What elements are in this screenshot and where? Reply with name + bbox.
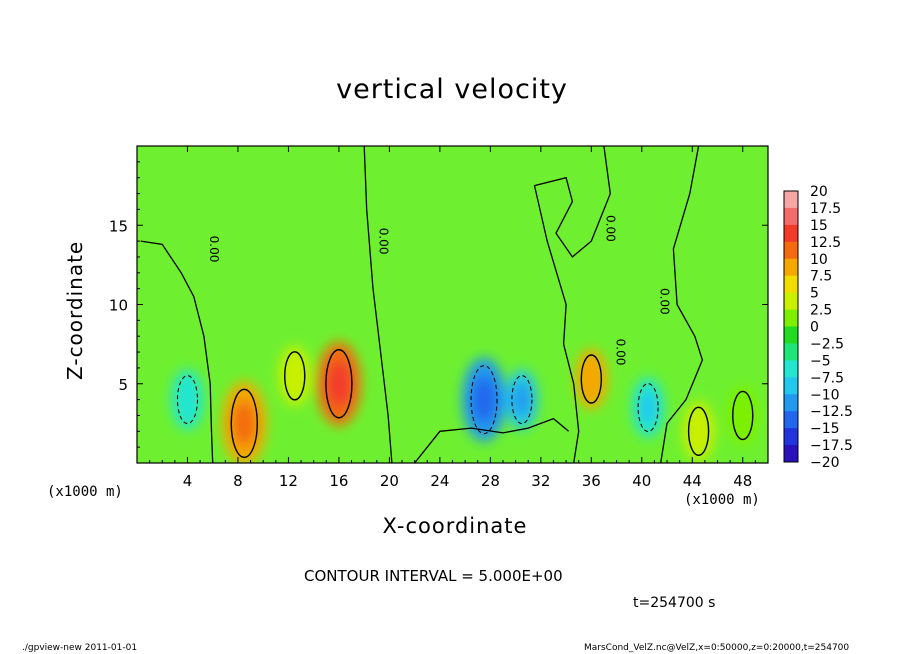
x-unit-label-right: (x1000 m): [684, 492, 760, 508]
colorbar-frame: [783, 190, 799, 463]
field-feature-core: [582, 362, 601, 396]
colorbar-swatch: [784, 292, 798, 311]
contour-value-label: 0.00: [603, 215, 617, 242]
colorbar-label: −12.5: [810, 404, 853, 420]
contour-line: [140, 240, 214, 463]
positive-contour: [687, 406, 710, 456]
colorbar-swatch: [784, 360, 798, 378]
negative-contour: [176, 375, 198, 425]
contour-line: [414, 417, 570, 463]
x-axis-label: X-coordinate: [382, 514, 528, 538]
contour-value-label: 0.00: [658, 288, 672, 315]
field-feature-core: [639, 391, 657, 425]
y-tick-label: 15: [109, 217, 128, 235]
colorbar-label: 2.5: [810, 303, 832, 319]
y-tick-label: 10: [109, 297, 128, 315]
plot-area: 0.00 0.00 0.00 0.00 0.00: [136, 145, 769, 464]
colorbar-label: −2.5: [810, 336, 844, 352]
field-feature-core: [689, 414, 708, 448]
colorbar-label: −20: [810, 455, 840, 471]
colorbar-label: −15: [810, 421, 840, 437]
colorbar-label: −17.5: [810, 438, 853, 454]
footer-program-info: ./gpview-new 2011-01-01: [22, 643, 138, 653]
contour-value-label: 0.00: [614, 339, 628, 366]
colorbar-label: 15: [810, 218, 828, 234]
colorbar-label: 10: [810, 252, 828, 268]
contour-value-label: 0.00: [376, 228, 390, 255]
x-tick-label: 48: [733, 472, 752, 490]
colorbar-swatch: [784, 241, 798, 260]
colorbar-label: −7.5: [810, 370, 844, 386]
colorbar-swatch: [784, 224, 798, 243]
x-axis-ticks: 4 8 12 16 20 24 28 32 36 40 44 48: [149, 146, 756, 490]
colorbar-label: 7.5: [810, 269, 832, 285]
x-unit-label-left: (x1000 m): [47, 484, 123, 500]
x-tick-label: 36: [582, 472, 601, 490]
x-tick-label: 16: [329, 472, 348, 490]
positive-contour: [284, 351, 306, 401]
contour-line: [533, 146, 611, 463]
field-feature-core: [326, 360, 352, 407]
contour-value-label: 0.00: [207, 236, 221, 263]
colorbar-label: −10: [810, 387, 840, 403]
field-feature-core: [513, 383, 531, 417]
negative-contour: [511, 375, 533, 425]
negative-contour: [470, 365, 498, 435]
x-tick-label: 28: [481, 472, 500, 490]
colorbar-swatch: [784, 377, 798, 395]
x-tick-label: 20: [380, 472, 399, 490]
x-tick-label: 32: [531, 472, 550, 490]
x-tick-label: 8: [233, 472, 243, 490]
colorbar-swatch: [784, 275, 798, 294]
x-tick-label: 12: [279, 472, 298, 490]
colorbar-label: 17.5: [810, 201, 841, 217]
colorbar-swatch: [784, 445, 798, 463]
colorbar-label: 12.5: [810, 235, 841, 251]
time-stamp: t=254700 s: [633, 595, 716, 611]
field-feature-core: [733, 398, 752, 432]
field-feature-core: [285, 359, 304, 393]
colorbar-label: 20: [810, 184, 828, 200]
contour-lines: 0.00 0.00 0.00 0.00 0.00: [140, 146, 754, 463]
contour-interval-text: CONTOUR INTERVAL = 5.000E+00: [304, 567, 563, 585]
colorbar: 2017.51512.5107.552.50−2.5−5−7.5−10−12.5…: [783, 184, 853, 471]
colorbar-swatch: [784, 411, 798, 429]
colorbar-swatch: [784, 309, 798, 327]
chart-title: vertical velocity: [336, 74, 568, 105]
field-feature-core: [471, 376, 497, 423]
colorbar-swatch: [784, 428, 798, 446]
y-tick-label: 5: [118, 376, 128, 394]
positive-contour: [732, 390, 754, 441]
colorbar-swatch: [784, 207, 798, 226]
y-axis-ticks: 5 10 15: [109, 161, 768, 448]
colorbar-swatch: [784, 326, 798, 344]
x-tick-label: 40: [632, 472, 651, 490]
positive-contour: [325, 349, 353, 419]
colorbar-swatch: [784, 343, 798, 361]
field-feature-core: [178, 383, 197, 417]
colorbar-label: 5: [810, 286, 819, 302]
positive-contour: [580, 354, 603, 404]
colorbar-swatch: [784, 394, 798, 412]
x-tick-label: 44: [683, 472, 702, 490]
colorbar-label: −5: [810, 353, 831, 369]
negative-contour: [637, 383, 659, 433]
footer-data-source: MarsCond_VelZ.nc@VelZ,x=0:50000,z=0:2000…: [584, 643, 850, 653]
x-tick-label: 24: [430, 472, 449, 490]
contour-line: [363, 146, 393, 463]
contour-line: [660, 146, 704, 463]
colorbar-label: 0: [810, 320, 819, 336]
colorbar-swatch: [784, 258, 798, 277]
colorbar-swatch: [784, 191, 798, 209]
field-feature-core: [232, 400, 257, 447]
positive-contour: [230, 388, 258, 459]
x-tick-label: 4: [183, 472, 193, 490]
